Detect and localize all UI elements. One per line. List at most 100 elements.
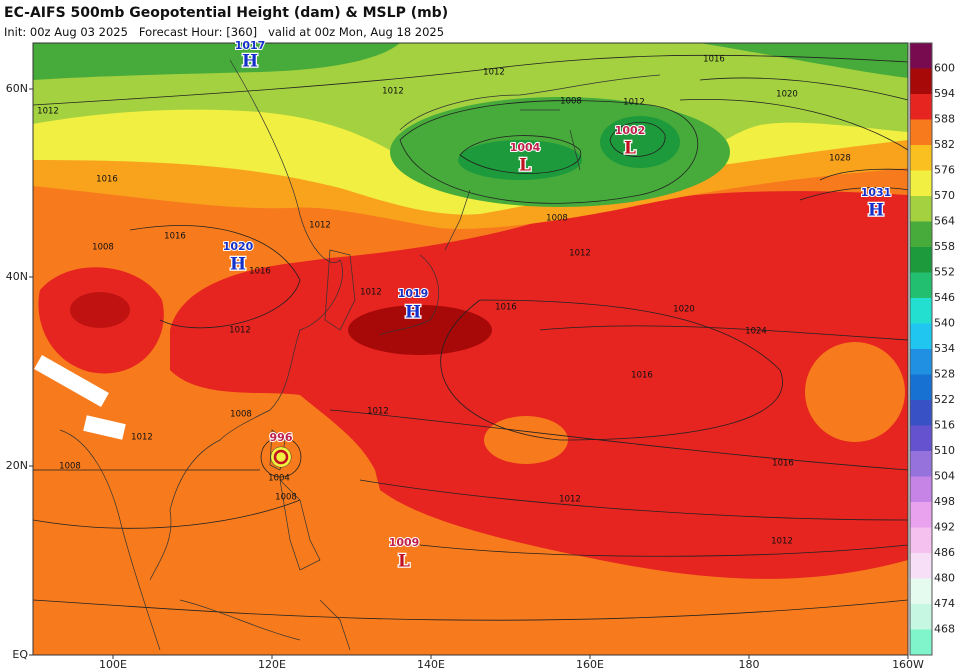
longitude-label: 100E bbox=[99, 658, 127, 671]
colorbar-label: 486 bbox=[934, 546, 955, 559]
contour-label: 1008 bbox=[275, 493, 297, 503]
center-symbol: L bbox=[398, 552, 410, 572]
colorbar-segment bbox=[910, 170, 932, 196]
colorbar-segment bbox=[910, 629, 932, 655]
contour-label: 1020 bbox=[776, 90, 798, 100]
longitude-label: 160E bbox=[576, 658, 604, 671]
contour-label: 1012 bbox=[382, 87, 404, 97]
colorbar-segment bbox=[910, 247, 932, 273]
contour-label: 1004 bbox=[268, 474, 290, 484]
center-symbol: L bbox=[519, 156, 531, 176]
typhoon-symbol bbox=[271, 447, 291, 467]
longitude-label: 160W bbox=[892, 658, 924, 671]
colorbar-label: 504 bbox=[934, 470, 955, 483]
title: EC-AIFS 500mb Geopotential Height (dam) … bbox=[4, 5, 448, 21]
contour-label: 1008 bbox=[230, 410, 252, 420]
contour-label: 1016 bbox=[703, 55, 725, 65]
colorbar-segment bbox=[910, 68, 932, 94]
contour-label: 1016 bbox=[631, 371, 653, 381]
colorbar-segment bbox=[910, 425, 932, 451]
center-symbol: H bbox=[242, 52, 258, 72]
latitude-label: 60N bbox=[6, 82, 28, 95]
contour-label: 1012 bbox=[569, 249, 591, 259]
colorbar-label: 468 bbox=[934, 623, 955, 636]
longitude-label: 140E bbox=[417, 658, 445, 671]
contour-label: 1016 bbox=[164, 232, 186, 242]
center-symbol: H bbox=[405, 303, 421, 323]
colorbar-segment bbox=[910, 476, 932, 502]
contour-label: 1012 bbox=[367, 407, 389, 417]
center-pressure: 1004 bbox=[510, 141, 541, 154]
longitude-label: 180 bbox=[739, 658, 760, 671]
contour-label: 1012 bbox=[483, 68, 505, 78]
colorbar-segment bbox=[910, 119, 932, 145]
overlay: 100E 120E 140E 160E 180 160W EQ 20N 40N 60N 468 474… bbox=[6, 38, 955, 671]
center-symbol: H bbox=[230, 255, 246, 275]
coastlines bbox=[59, 59, 661, 651]
contour-label: 1012 bbox=[37, 107, 59, 117]
center-pressure: 1009 bbox=[389, 536, 420, 549]
colorbar-label: 540 bbox=[934, 317, 955, 330]
colorbar-label: 576 bbox=[934, 164, 955, 177]
colorbar-segment bbox=[910, 196, 932, 222]
colorbar-label: 570 bbox=[934, 189, 955, 202]
colorbar-segment bbox=[910, 400, 932, 426]
colorbar-segment bbox=[910, 43, 932, 69]
colorbar-segment bbox=[910, 349, 932, 375]
colorbar-segment bbox=[910, 145, 932, 171]
colorbar-label: 564 bbox=[934, 215, 955, 228]
colorbar-segment bbox=[910, 451, 932, 477]
colorbar-segment bbox=[910, 604, 932, 630]
colorbar-label: 480 bbox=[934, 572, 955, 585]
contour-label: 1020 bbox=[673, 305, 695, 315]
contour-label: 1012 bbox=[229, 326, 251, 336]
colorbar-segment bbox=[910, 502, 932, 528]
map-frame bbox=[32, 42, 909, 656]
latitude-label: 20N bbox=[6, 459, 28, 472]
contour-label: 1024 bbox=[745, 327, 767, 337]
contour-label: 1008 bbox=[546, 214, 568, 224]
contour-label: 1012 bbox=[309, 221, 331, 231]
contour-label: 1008 bbox=[92, 243, 114, 253]
contour-label: 1028 bbox=[829, 154, 851, 164]
colorbar-label: 558 bbox=[934, 240, 955, 253]
colorbar-segment bbox=[910, 221, 932, 247]
colorbar-label: 582 bbox=[934, 138, 955, 151]
colorbar-segment bbox=[910, 298, 932, 324]
center-pressure: 1020 bbox=[223, 240, 254, 253]
center-symbol: L bbox=[624, 139, 636, 159]
contour-label: 1012 bbox=[623, 98, 645, 108]
contour-label: 1016 bbox=[495, 303, 517, 313]
colorbar-frame bbox=[909, 42, 933, 656]
center-pressure: 1019 bbox=[398, 287, 429, 300]
contour-label: 1008 bbox=[560, 97, 582, 107]
colorbar-label: 528 bbox=[934, 368, 955, 381]
latitude-label: 40N bbox=[6, 270, 28, 283]
contour-label: 1008 bbox=[59, 462, 81, 472]
colorbar-segment bbox=[910, 553, 932, 579]
colorbar-segment bbox=[910, 374, 932, 400]
contour-label: 1016 bbox=[772, 459, 794, 469]
colorbar-label: 546 bbox=[934, 291, 955, 304]
center-symbol: H bbox=[868, 201, 884, 221]
contour-label: 1012 bbox=[131, 433, 153, 443]
colorbar-label: 492 bbox=[934, 521, 955, 534]
colorbar-segment bbox=[910, 527, 932, 553]
colorbar-segment bbox=[910, 272, 932, 298]
colorbar-label: 510 bbox=[934, 444, 955, 457]
contour-label: 1016 bbox=[96, 175, 118, 185]
cyclone-pressure: 996 bbox=[270, 431, 293, 444]
center-pressure: 1031 bbox=[861, 186, 892, 199]
colorbar-label: 588 bbox=[934, 113, 955, 126]
white-bar bbox=[34, 355, 126, 440]
colorbar-label: 498 bbox=[934, 495, 955, 508]
center-pressure: 1002 bbox=[615, 124, 646, 137]
contour-label: 1012 bbox=[360, 288, 382, 298]
contour-label: 1016 bbox=[249, 267, 271, 277]
colorbar-label: 516 bbox=[934, 419, 955, 432]
center-pressure: 1017 bbox=[235, 39, 266, 52]
colorbar-segment bbox=[910, 323, 932, 349]
latitude-label: EQ bbox=[12, 648, 28, 661]
